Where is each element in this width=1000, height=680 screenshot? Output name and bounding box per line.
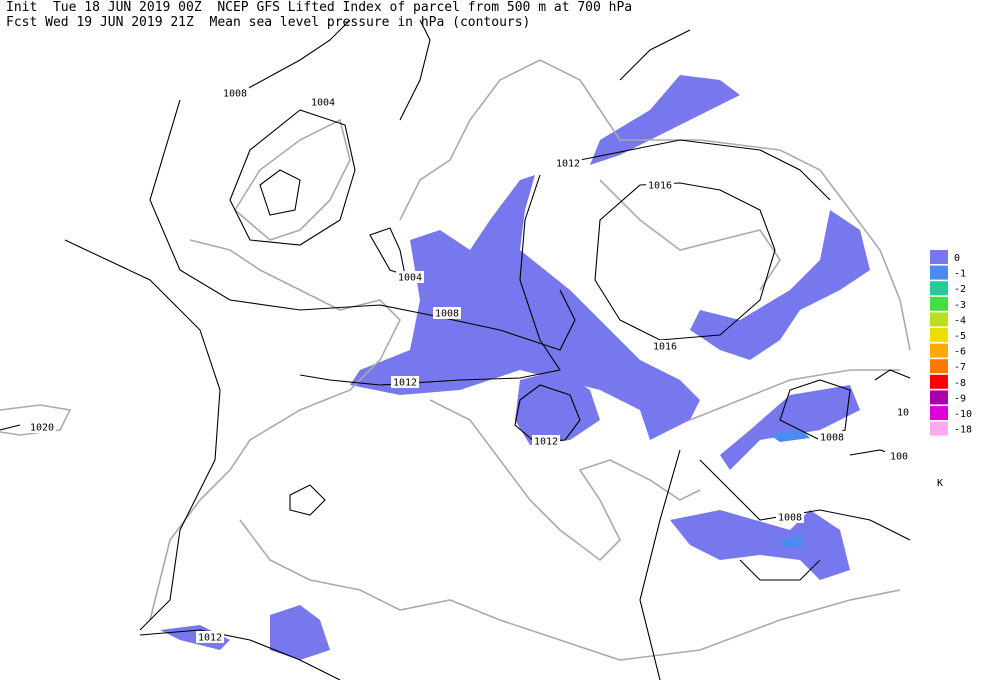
- contour-label-bg: [309, 96, 337, 108]
- contour-label: 1020: [30, 423, 54, 434]
- legend-label: -1: [954, 269, 966, 280]
- legend-label: -7: [954, 362, 966, 373]
- legend-label: -3: [954, 300, 966, 311]
- legend-unit: K: [937, 478, 943, 489]
- header-line: Fcst Wed 19 JUN 2019 21Z Mean sea level …: [6, 15, 531, 30]
- legend-swatch: [930, 421, 948, 436]
- contour-label: 1012: [534, 437, 558, 448]
- contour-label: 1012: [556, 159, 580, 170]
- contour-label-bg: [646, 179, 674, 191]
- legend-swatch: [930, 390, 948, 405]
- legend-label: 0: [954, 253, 960, 264]
- contour-label-bg: [885, 450, 913, 462]
- contour-label-bg: [532, 435, 560, 447]
- contour-label: 1008: [435, 309, 459, 320]
- legend-swatch: [930, 406, 948, 420]
- legend: 0 -1 -2 -3 -4 -5 -6 -7 -8 -9 -10 -18 K: [930, 250, 972, 489]
- contour-label-bg: [554, 157, 582, 169]
- contour-label: 1012: [393, 378, 417, 389]
- legend-swatch: [930, 250, 948, 264]
- contour-label: 1016: [648, 181, 672, 192]
- contour-label-bg: [221, 87, 249, 99]
- legend-swatch: [930, 343, 948, 358]
- legend-label: -8: [954, 378, 966, 389]
- isobars: [0, 19, 911, 680]
- contour-label: 1012: [198, 633, 222, 644]
- legend-swatch: [930, 328, 948, 342]
- contour-label-bg: [818, 431, 846, 443]
- contour-label-bg: [196, 631, 224, 643]
- legend-label: -5: [954, 331, 966, 342]
- contour-label: 1008: [223, 89, 247, 100]
- legend-label: -2: [954, 284, 966, 295]
- contour-label: 1008: [778, 513, 802, 524]
- legend-label: -6: [954, 347, 966, 358]
- contour-label-bg: [651, 340, 679, 352]
- legend-swatch: [930, 281, 948, 296]
- contour-label: 1004: [398, 273, 422, 284]
- contour-label: 10: [897, 408, 909, 419]
- legend-swatch: [930, 265, 948, 280]
- contour-label-bg: [396, 271, 424, 283]
- contour-label: 1008: [820, 433, 844, 444]
- contour-label-bg: [391, 376, 419, 388]
- legend-swatch: [930, 359, 948, 374]
- contour-label: 1004: [311, 98, 335, 109]
- legend-swatch: [930, 374, 948, 389]
- contour-label-bg: [889, 406, 917, 418]
- legend-label: -10: [954, 409, 972, 420]
- header-line: Init Tue 18 JUN 2019 00Z NCEP GFS Lifted…: [6, 0, 633, 15]
- contour-label: 1016: [653, 342, 677, 353]
- contour-label-bg: [433, 307, 461, 319]
- legend-label: -4: [954, 315, 966, 326]
- legend-swatch: [930, 312, 948, 327]
- contour-label: 100: [890, 452, 908, 463]
- legend-swatch: [930, 296, 948, 311]
- contour-label-bg: [776, 511, 804, 523]
- legend-label: -9: [954, 393, 966, 404]
- contour-labels: 1008 1004 1012 1016 1004 1008 1016 1012 1020 1012…: [28, 87, 917, 644]
- contour-label-bg: [28, 421, 56, 433]
- lifted-index-areas: [160, 75, 870, 660]
- legend-label: -18: [954, 425, 972, 436]
